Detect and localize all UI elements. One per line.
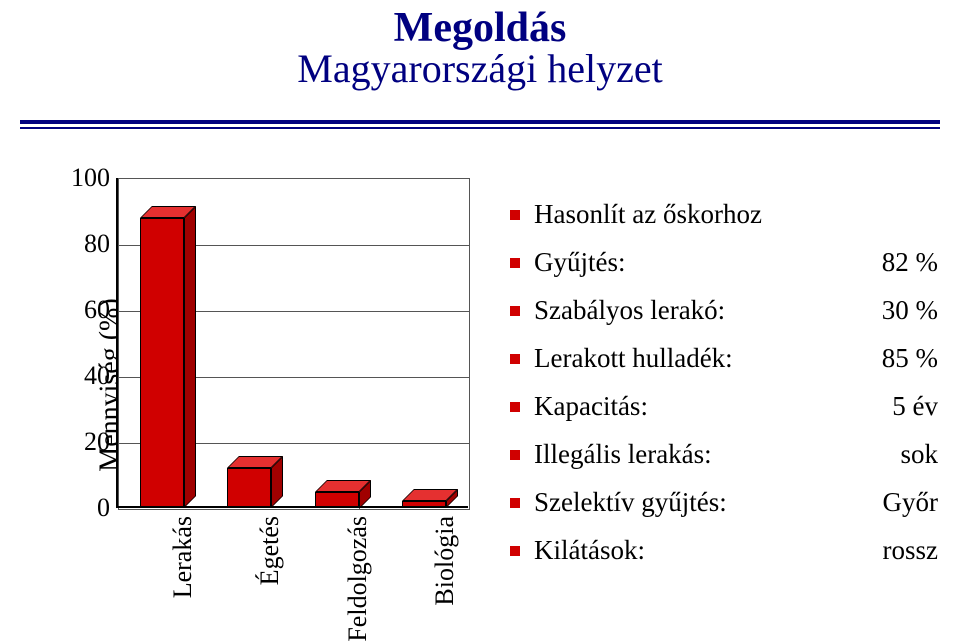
- title-line-1: Megoldás: [0, 6, 960, 50]
- bullet-icon: [510, 402, 520, 412]
- bars-layer: [118, 178, 468, 508]
- bullet-row: Szabályos lerakó: 30 %: [510, 286, 950, 334]
- bullet-row: Kilátások: rossz: [510, 526, 950, 574]
- bar: [227, 468, 271, 508]
- bullet-label: Kapacitás:: [534, 382, 648, 430]
- bullet-row: Szelektív gyűjtés: Győr: [510, 478, 950, 526]
- slide: Megoldás Magyarországi helyzet Mennyiség…: [0, 0, 960, 628]
- title-block: Megoldás Magyarországi helyzet: [0, 6, 960, 90]
- bullet-label: Hasonlít az őskorhoz: [534, 190, 762, 238]
- bullet-label: Lerakott hulladék:: [534, 334, 733, 382]
- y-tick-label: 20: [84, 427, 110, 457]
- bullet-label: Gyűjtés:: [534, 238, 626, 286]
- bullet-value: Győr: [883, 478, 951, 526]
- y-ticks: 020406080100: [70, 178, 110, 508]
- y-tick-label: 80: [84, 229, 110, 259]
- bullet-value: 85 %: [882, 334, 950, 382]
- bullet-value: 5 év: [892, 382, 950, 430]
- bullet-value: 82 %: [882, 238, 950, 286]
- bullet-row: Kapacitás: 5 év: [510, 382, 950, 430]
- bullet-label: Szelektív gyűjtés:: [534, 478, 727, 526]
- plot-area: [116, 178, 468, 508]
- y-tick-label: 40: [84, 361, 110, 391]
- bullet-label: Kilátások:: [534, 526, 645, 574]
- bullet-icon: [510, 306, 520, 316]
- bullet-icon: [510, 258, 520, 268]
- title-line-2: Magyarországi helyzet: [0, 48, 960, 90]
- bullet-label: Illegális lerakás:: [534, 430, 712, 478]
- bullet-icon: [510, 450, 520, 460]
- bullet-row: Gyűjtés: 82 %: [510, 238, 950, 286]
- bullet-icon: [510, 546, 520, 556]
- bullet-icon: [510, 210, 520, 220]
- bullet-row: Lerakott hulladék: 85 %: [510, 334, 950, 382]
- bullets-list: Hasonlít az őskorhozGyűjtés:82 %Szabályo…: [510, 190, 950, 574]
- y-tick-label: 60: [84, 295, 110, 325]
- bullet-value: 30 %: [882, 286, 950, 334]
- y-tick-label: 100: [71, 163, 110, 193]
- bullet-row: Hasonlít az őskorhoz: [510, 190, 950, 238]
- bullet-value: sok: [900, 430, 950, 478]
- x-axis-line: [118, 506, 468, 508]
- bullet-row: Illegális lerakás: sok: [510, 430, 950, 478]
- bar: [140, 218, 184, 508]
- bullet-icon: [510, 354, 520, 364]
- rule-thin: [20, 127, 940, 129]
- rule-thick: [20, 120, 940, 124]
- bullet-label: Szabályos lerakó:: [534, 286, 725, 334]
- x-categories: LerakásÉgetésFeldolgozásBiológia: [116, 516, 466, 626]
- y-tick-label: 0: [97, 493, 110, 523]
- title-rule: [20, 120, 940, 129]
- bullet-icon: [510, 498, 520, 508]
- bar-chart: Mennyiség (%) 020406080100 LerakásÉgetés…: [30, 170, 490, 600]
- bullet-value: rossz: [883, 526, 951, 574]
